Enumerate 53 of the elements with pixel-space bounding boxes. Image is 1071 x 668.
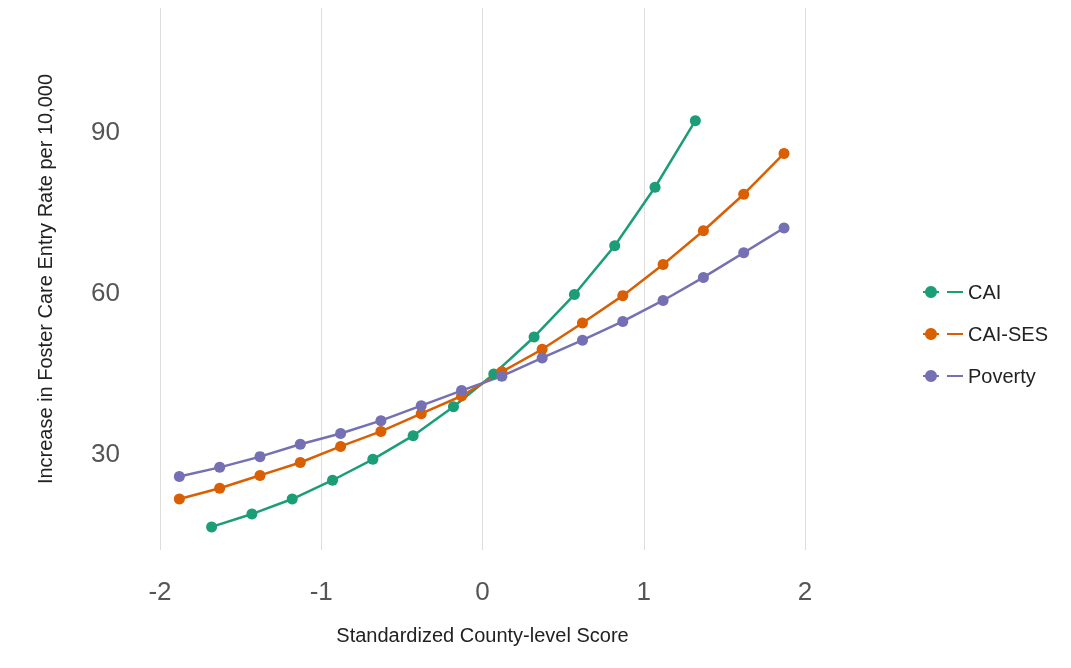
point <box>254 469 266 481</box>
y-tick-label: 90 <box>91 116 120 147</box>
x-axis-title: Standardized County-level Score <box>336 624 629 646</box>
point <box>528 331 540 343</box>
x-tick-label: -1 <box>309 576 333 606</box>
point <box>657 259 669 271</box>
y-tick-label: 60 <box>91 277 120 308</box>
legend-label: CAI-SES <box>967 323 1049 345</box>
point <box>617 290 629 302</box>
y-axis-title: Increase in Foster Care Entry Rate per 10,000 <box>34 73 56 485</box>
point <box>568 289 580 301</box>
point <box>173 470 185 482</box>
point <box>697 271 709 283</box>
point <box>689 115 701 127</box>
point <box>617 315 629 327</box>
point <box>375 415 387 427</box>
point <box>206 521 218 533</box>
point <box>375 425 387 437</box>
point <box>657 294 669 306</box>
point <box>173 493 185 505</box>
point <box>609 240 621 252</box>
point <box>327 474 339 486</box>
point <box>335 440 347 452</box>
x-tick-label: 0 <box>475 576 490 606</box>
point <box>415 400 427 412</box>
point <box>456 385 468 397</box>
y-tick-label: 30 <box>91 438 120 469</box>
point <box>294 457 306 469</box>
legend-label: Poverty <box>967 365 1036 387</box>
point <box>286 493 298 505</box>
point <box>576 334 588 346</box>
point <box>697 225 709 237</box>
point <box>294 438 306 450</box>
point <box>335 428 347 440</box>
point <box>536 352 548 364</box>
point <box>214 461 226 473</box>
point <box>738 188 750 200</box>
point <box>496 370 508 382</box>
point <box>576 317 588 329</box>
legend-label: CAI <box>967 281 1002 303</box>
point <box>407 430 419 442</box>
point <box>778 147 790 159</box>
point <box>214 482 226 494</box>
point <box>649 181 661 193</box>
point <box>447 401 459 413</box>
point <box>738 247 750 259</box>
point <box>778 222 790 234</box>
point <box>254 451 266 463</box>
point <box>367 453 379 465</box>
x-tick-label: 1 <box>636 576 651 606</box>
x-tick-label: 2 <box>797 576 813 606</box>
point <box>246 508 258 520</box>
x-tick-label: -2 <box>148 576 172 606</box>
